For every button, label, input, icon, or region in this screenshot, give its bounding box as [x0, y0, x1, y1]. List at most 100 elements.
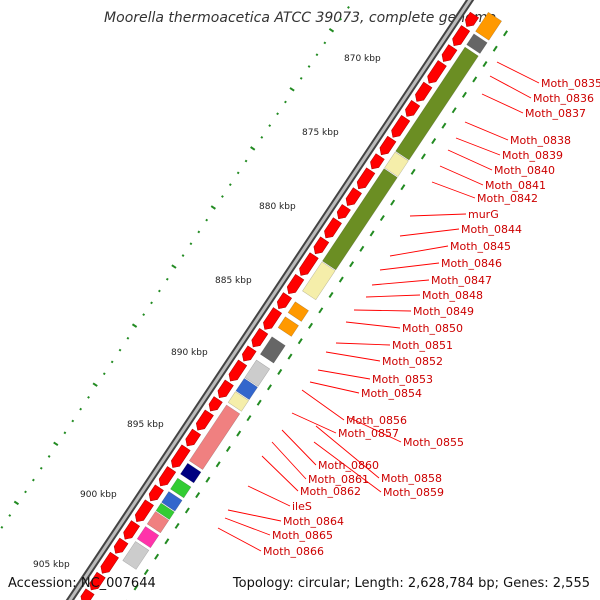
leader-line — [464, 121, 509, 141]
gene-label: Moth_0841 — [485, 179, 546, 192]
scale-tick — [284, 100, 287, 104]
leader-line — [349, 417, 402, 443]
label-leader-lines — [217, 61, 540, 552]
leader-line — [217, 527, 262, 552]
feature-dot — [369, 230, 375, 237]
leader-line — [353, 309, 412, 312]
feature-dot — [503, 30, 508, 37]
gene-arrow — [185, 428, 202, 447]
feature-dot — [492, 45, 498, 52]
cog-segment — [259, 336, 286, 364]
feature-dot — [184, 507, 190, 514]
feature-dot — [338, 276, 344, 283]
gene-label: Moth_0851 — [392, 339, 453, 352]
leader-line — [447, 149, 493, 171]
cog-segment — [384, 151, 409, 178]
scale-tick — [315, 53, 319, 57]
gene-arrow — [441, 44, 458, 62]
leader-line — [227, 509, 282, 522]
gene-label: ileS — [292, 500, 312, 513]
scale-tick — [289, 87, 295, 92]
scale-tick — [307, 65, 311, 68]
leader-line — [379, 262, 440, 271]
gene-arrow — [391, 115, 411, 138]
cog-segment — [322, 168, 398, 271]
gene-label: Moth_0847 — [431, 274, 492, 287]
feature-dot — [277, 368, 283, 375]
gene-arrow — [251, 328, 269, 348]
gene-arrow — [195, 409, 214, 431]
scale-tick — [79, 407, 83, 411]
gene-label: Moth_0860 — [318, 459, 379, 472]
gene-label: Moth_0840 — [494, 164, 555, 177]
scale-tick — [24, 490, 27, 494]
gene-arrow — [148, 484, 164, 502]
scale-tick — [181, 254, 185, 257]
gene-arrow — [134, 499, 154, 523]
feature-dot — [133, 584, 139, 591]
scale-tick — [244, 159, 248, 163]
scale-tick — [142, 313, 146, 317]
feature-dot — [308, 322, 314, 329]
scale-tick — [131, 323, 138, 328]
leader-line — [315, 425, 380, 479]
feature-dot — [349, 261, 355, 268]
cog-segment — [227, 391, 250, 412]
leader-line — [313, 441, 382, 493]
cog-segment — [155, 502, 175, 520]
leader-line — [455, 137, 501, 156]
ruler-label: 885 kbp — [215, 276, 252, 286]
map-title: Moorella thermoacetica ATCC 39073, compl… — [104, 10, 496, 26]
topology-text: Topology: circular; Length: 2,628,784 bp… — [232, 576, 590, 591]
feature-dot — [256, 399, 262, 406]
cog-segment — [277, 316, 299, 337]
leader-line — [271, 441, 307, 480]
leader-line — [389, 245, 449, 257]
gene-label: Moth_0854 — [361, 387, 422, 400]
feature-dot — [225, 445, 231, 452]
cog-segment — [161, 491, 183, 512]
feature-dot — [359, 245, 365, 252]
feature-dot — [482, 61, 488, 68]
scale-tick — [339, 17, 342, 21]
gene-arrow — [100, 551, 119, 574]
gene-arrow — [263, 307, 283, 330]
leader-line — [409, 213, 467, 217]
gene-arrow — [379, 135, 397, 156]
gene-label: Moth_0857 — [338, 427, 399, 440]
gene-arrow — [370, 153, 385, 170]
accession-text: Accession: NC_007644 — [8, 576, 156, 591]
feature-dot — [441, 122, 447, 129]
ruler-label: 895 kbp — [127, 420, 164, 430]
gene-arrow — [405, 100, 421, 117]
ruler-label: 880 kbp — [259, 202, 296, 212]
scale-tick — [347, 6, 350, 9]
feature-dot — [236, 430, 242, 437]
gene-arrow — [415, 81, 433, 102]
feature-dot — [379, 214, 385, 222]
gene-label: Moth_0864 — [283, 515, 344, 528]
leader-line — [431, 181, 476, 199]
gene-label: Moth_0861 — [308, 473, 369, 486]
feature-dot — [318, 307, 324, 314]
gene-arrow — [113, 537, 129, 554]
cog-segment — [136, 526, 160, 549]
scale-tick — [189, 242, 193, 246]
gene-arrow — [217, 379, 234, 399]
gene-label: Moth_0856 — [346, 414, 407, 427]
leader-line — [345, 321, 401, 329]
scale-tick — [39, 466, 43, 470]
feature-dot — [431, 137, 437, 145]
scale-tick — [71, 419, 75, 423]
scale-tick — [92, 382, 98, 387]
ruler-label: 890 kbp — [171, 348, 208, 358]
gene-label: Moth_0839 — [502, 149, 563, 162]
feature-dot — [174, 522, 180, 529]
gene-arrow — [228, 359, 248, 382]
gene-label: Moth_0846 — [441, 257, 502, 270]
feature-dot — [287, 353, 293, 360]
gene-arrow — [276, 292, 293, 310]
feature-dot — [215, 461, 221, 468]
gene-label: murG — [468, 208, 499, 221]
gene-arrow — [89, 571, 106, 591]
